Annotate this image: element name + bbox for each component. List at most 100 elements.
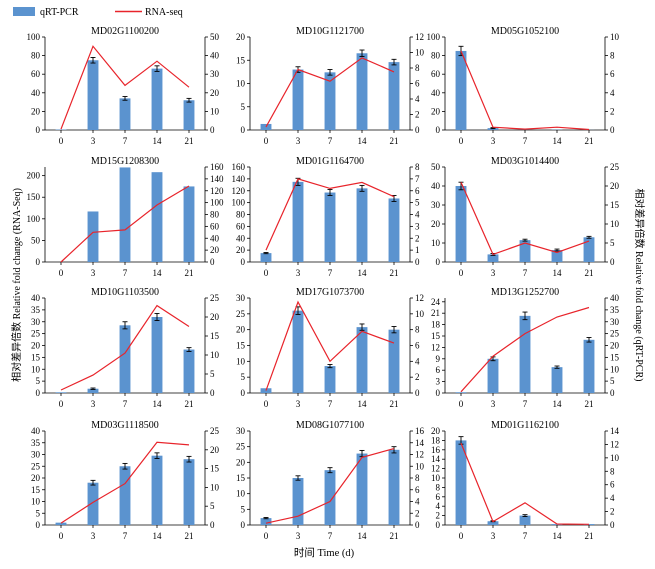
bar	[519, 515, 531, 525]
left-tick-label: 30	[431, 200, 441, 210]
left-tick-label: 25	[31, 329, 41, 339]
left-tick-label: 10	[236, 356, 246, 366]
right-tick-label: 12	[415, 450, 424, 460]
right-tick-label: 0	[210, 520, 215, 530]
right-tick-label: 0	[610, 125, 615, 135]
right-tick-label: 15	[610, 352, 620, 362]
left-tick-label: 24	[431, 297, 441, 307]
right-tick-label: 8	[415, 325, 420, 335]
legend: qRT-PCR RNA-seq	[13, 7, 183, 18]
x-tick-label: 14	[153, 136, 163, 146]
bar	[183, 186, 195, 262]
x-tick-label: 21	[390, 531, 399, 541]
legend-bar-swatch	[13, 7, 35, 16]
left-tick-label: 0	[241, 520, 246, 530]
left-tick-label: 15	[236, 341, 246, 351]
bar	[324, 470, 336, 525]
right-tick-label: 4	[610, 88, 615, 98]
right-tick-label: 10	[610, 364, 620, 374]
x-tick-label: 3	[296, 531, 301, 541]
x-tick-label: 0	[264, 136, 269, 146]
left-tick-label: 5	[36, 508, 41, 518]
bar	[183, 100, 195, 130]
left-tick-label: 10	[31, 364, 41, 374]
panel-title: MD03G1014400	[491, 156, 559, 167]
right-tick-label: 6	[415, 485, 420, 495]
bar	[583, 237, 595, 262]
left-tick-label: 15	[236, 473, 246, 483]
right-tick-label: 6	[415, 79, 420, 89]
x-tick-label: 21	[390, 399, 399, 409]
x-tick-label: 7	[523, 268, 528, 278]
x-tick-label: 3	[91, 531, 96, 541]
bar	[151, 455, 163, 525]
left-tick-label: 30	[236, 293, 246, 303]
x-tick-label: 21	[185, 399, 194, 409]
rna-seq-line	[60, 185, 190, 263]
x-tick-label: 21	[185, 531, 194, 541]
left-tick-label: 40	[236, 233, 246, 243]
left-tick-label: 3	[436, 377, 441, 387]
x-tick-label: 7	[523, 531, 528, 541]
right-tick-label: 2	[415, 233, 420, 243]
right-tick-label: 6	[610, 480, 615, 490]
x-tick-label: 14	[553, 531, 563, 541]
right-tick-label: 10	[210, 106, 220, 116]
x-tick-label: 21	[585, 531, 594, 541]
rna-seq-line	[60, 45, 190, 130]
left-tick-label: 20	[31, 473, 41, 483]
x-tick-label: 7	[328, 268, 333, 278]
right-tick-label: 30	[610, 317, 620, 327]
x-tick-label: 3	[296, 136, 301, 146]
right-tick-label: 8	[610, 466, 615, 476]
bar	[356, 188, 368, 262]
left-tick-label: 8	[436, 482, 441, 492]
x-tick-label: 21	[390, 136, 399, 146]
right-tick-label: 0	[210, 125, 215, 135]
left-tick-label: 25	[236, 309, 246, 319]
x-tick-label: 14	[153, 531, 163, 541]
right-tick-label: 8	[610, 51, 615, 61]
right-tick-label: 4	[415, 94, 420, 104]
right-tick-label: 10	[415, 461, 425, 471]
right-tick-label: 15	[210, 464, 220, 474]
left-tick-label: 10	[236, 489, 246, 499]
bar	[183, 349, 195, 393]
right-tick-label: 0	[210, 388, 215, 398]
bar	[292, 181, 304, 262]
right-axis-label: 相对差异倍数 Relative fold change (qRT-PCR)	[633, 189, 646, 382]
bar	[119, 466, 131, 525]
left-tick-label: 15	[31, 485, 41, 495]
bar	[583, 524, 595, 525]
left-tick-label: 30	[236, 426, 246, 436]
right-tick-label: 7	[415, 174, 420, 184]
right-tick-label: 5	[210, 501, 215, 511]
right-tick-label: 8	[415, 473, 420, 483]
right-tick-label: 14	[610, 426, 620, 436]
bar	[487, 254, 499, 262]
bar	[356, 53, 368, 130]
x-tick-label: 0	[59, 531, 64, 541]
bar	[151, 68, 163, 130]
x-tick-label: 14	[553, 399, 563, 409]
right-tick-label: 5	[610, 238, 615, 248]
left-tick-label: 10	[431, 473, 441, 483]
left-tick-label: 20	[431, 106, 441, 116]
left-tick-label: 20	[236, 457, 246, 467]
left-tick-label: 40	[431, 88, 441, 98]
right-tick-label: 35	[610, 305, 620, 315]
left-tick-label: 100	[27, 32, 41, 42]
chart-panel: MD13G12527000369121518212405101520253035…	[431, 287, 620, 409]
left-axis-label: 相对差异倍数 Relative fold change (RNA-Seq)	[10, 188, 23, 382]
x-tick-label: 14	[358, 136, 368, 146]
right-tick-label: 1	[415, 245, 420, 255]
x-tick-label: 14	[553, 268, 563, 278]
x-tick-label: 21	[185, 136, 194, 146]
bar	[151, 317, 163, 393]
bar	[455, 440, 467, 525]
panel-title: MD01G1164700	[296, 156, 364, 167]
chart-panel: MD02G1100200 0 20 40 60 80 100 0 10 20 30 40 50 0 3 7 14…	[27, 26, 220, 146]
bar	[388, 449, 400, 525]
